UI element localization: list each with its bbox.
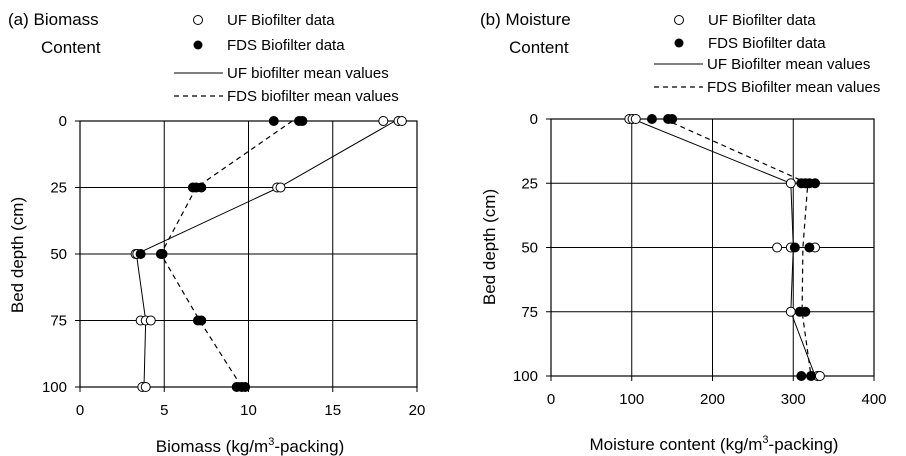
biomass-legend: UF Biofilter data FDS Biofilter data UF … — [174, 12, 399, 105]
fds-data-point — [157, 249, 168, 259]
moisture-legend: UF Biofilter data FDS Biofilter data UF … — [654, 12, 880, 96]
fds-data-point — [297, 116, 308, 126]
x-tick-label: 10 — [240, 402, 257, 419]
legend-uf-mean-label: UF biofilter mean values — [227, 65, 389, 82]
legend-uf-data-marker — [193, 15, 203, 25]
uf-data-point — [275, 182, 286, 193]
legend-fds-mean-label: FDS Biofilter mean values — [707, 79, 880, 96]
fds-data-point — [667, 114, 678, 124]
moisture-panel: (b) Moisture Content UF Biofilter data F… — [480, 10, 887, 454]
legend-uf-mean-label: UF Biofilter mean values — [707, 56, 870, 73]
y-tick-label: 75 — [521, 304, 538, 321]
x-tick-label: 300 — [781, 391, 806, 408]
biomass-y-axis-title: Bed depth (cm) — [8, 197, 27, 313]
y-tick-label: 0 — [59, 113, 67, 130]
fds-data-point — [646, 114, 657, 124]
x-tick-label: 400 — [861, 391, 886, 408]
legend-uf-data-label: UF Biofilter data — [227, 12, 335, 29]
biomass-panel-title-line-2: Content — [41, 38, 101, 57]
uf-data-point — [145, 315, 156, 326]
x-tick-label: 20 — [409, 402, 426, 419]
biomass-panel: (a) Biomass Content UF Biofilter data FD… — [8, 10, 425, 456]
y-tick-label: 75 — [50, 313, 67, 330]
uf-data-point — [140, 382, 151, 392]
biomass-panel-title-line-1: (a) Biomass — [8, 10, 99, 29]
biomass-plot-area: 0 5 10 15 20 0 25 50 75 100 — [42, 113, 425, 419]
moisture-plot-area: 0 100 200 300 400 0 25 50 75 100 — [513, 111, 887, 408]
legend-fds-data-marker — [674, 38, 684, 48]
uf-data-point — [630, 114, 641, 124]
legend-uf-data-label: UF Biofilter data — [708, 12, 816, 29]
uf-data-point — [814, 371, 825, 381]
fds-data-point — [135, 249, 146, 259]
y-tick-label: 100 — [42, 379, 67, 396]
moisture-panel-title-line-2: Content — [509, 38, 569, 57]
biomass-x-axis-title: Biomass (kg/m3-packing) — [156, 436, 344, 456]
y-tick-label: 25 — [521, 175, 538, 192]
fds-data-point — [796, 371, 807, 381]
fds-mean-line — [663, 118, 812, 377]
x-tick-label: 15 — [324, 402, 341, 419]
fds-data-point — [196, 182, 207, 193]
fds-data-point — [268, 116, 279, 126]
moisture-x-axis-title: Moisture content (kg/m3-packing) — [590, 434, 839, 454]
uf-data-point — [785, 306, 796, 317]
y-tick-label: 50 — [50, 246, 67, 263]
fds-data-point — [810, 178, 821, 189]
uf-data-point — [785, 178, 796, 189]
legend-fds-data-label: FDS Biofilter data — [227, 37, 345, 54]
moisture-y-axis-title: Bed depth (cm) — [480, 189, 499, 305]
x-tick-label: 0 — [547, 391, 555, 408]
legend-fds-data-marker — [193, 40, 203, 50]
fds-data-point — [804, 242, 815, 253]
uf-data-point — [772, 242, 783, 253]
y-tick-label: 0 — [530, 111, 538, 128]
uf-data-point — [378, 116, 389, 126]
x-tick-label: 5 — [160, 402, 168, 419]
fds-data-point — [800, 306, 811, 317]
x-tick-label: 100 — [619, 391, 644, 408]
plot-frame — [550, 118, 875, 377]
y-tick-label: 50 — [521, 240, 538, 257]
fds-data-point — [789, 242, 800, 253]
legend-fds-mean-label: FDS biofilter mean values — [227, 88, 399, 105]
legend-fds-data-label: FDS Biofilter data — [708, 35, 826, 52]
uf-data-point — [396, 116, 407, 126]
y-tick-label: 25 — [50, 180, 67, 197]
moisture-panel-title-line-1: (b) Moisture — [480, 10, 571, 29]
x-tick-label: 0 — [76, 402, 84, 419]
fds-data-point — [806, 371, 817, 381]
fds-data-point — [240, 382, 251, 392]
x-tick-label: 200 — [700, 391, 725, 408]
fds-data-point — [196, 315, 207, 326]
legend-uf-data-marker — [674, 15, 684, 25]
y-tick-label: 100 — [513, 368, 538, 385]
